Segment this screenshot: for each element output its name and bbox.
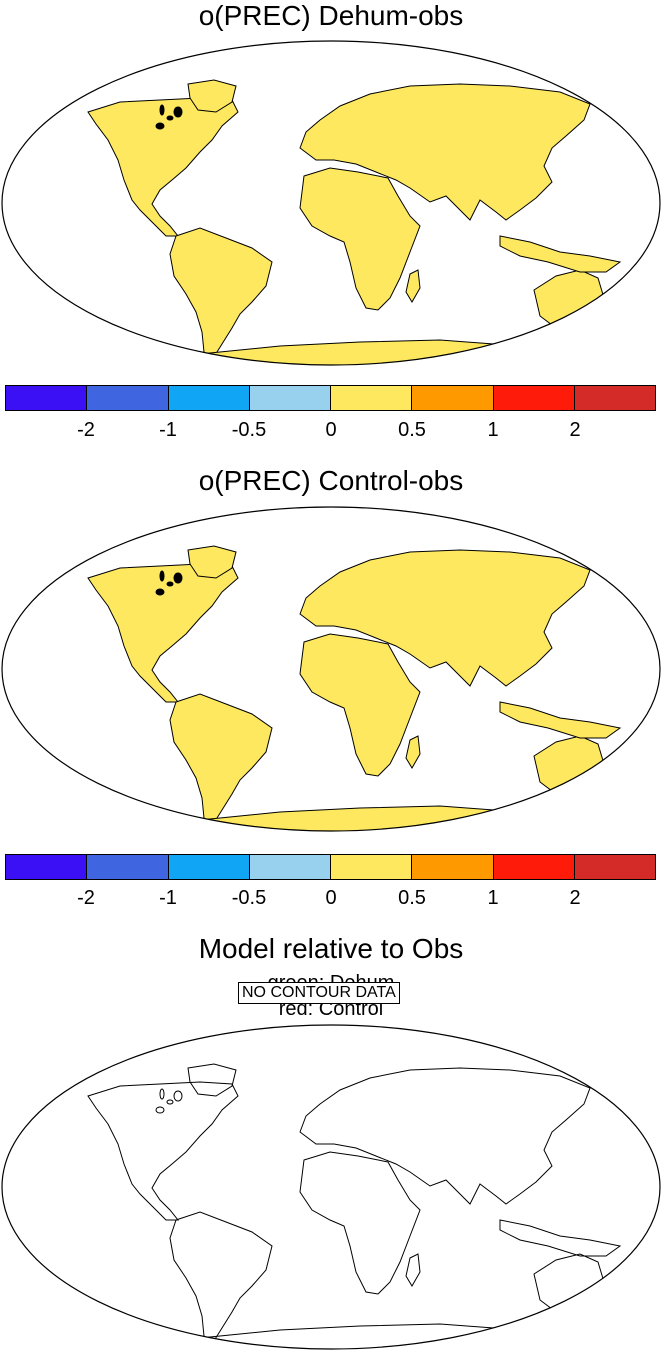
colorbar-tick-label: -2: [77, 419, 95, 441]
antarctica-landmass: [128, 1323, 562, 1349]
north-america-landmass: [87, 563, 239, 703]
indonesia-landmass: [499, 235, 622, 273]
lake-outline: [155, 122, 165, 130]
map-border: [1, 40, 661, 366]
panel3-map: [1, 1024, 661, 1350]
lake-outline: [173, 1090, 183, 1102]
colorbar-tick-label: -1: [159, 887, 177, 909]
eurasia-landmass: [299, 549, 591, 687]
lake-outline: [155, 1106, 165, 1114]
colorbar-tick-label: 0: [325, 419, 337, 441]
colorbar-swatch: [87, 855, 169, 879]
panel2-title: o(PREC) Control-obs: [198, 465, 464, 496]
colorbar-swatch: [574, 386, 655, 410]
madagascar-landmass: [405, 1253, 421, 1287]
colorbar-tick-label: -0.5: [231, 419, 267, 441]
eurasia-landmass: [299, 1067, 591, 1205]
colorbar-tick-label: -2: [77, 887, 95, 909]
lake-outline: [173, 572, 183, 584]
colorbar-swatch: [249, 386, 331, 410]
colorbar-swatch: [6, 386, 88, 410]
lake-outline: [159, 1088, 165, 1100]
colorbar-tick-label: 0: [325, 887, 337, 909]
lake-outline: [173, 106, 183, 118]
north-america-landmass: [87, 1081, 239, 1221]
panel1-map: [1, 40, 661, 366]
eurasia-landmass: [299, 83, 591, 221]
colorbar-swatch: [493, 855, 575, 879]
panel1-colorbar: [5, 385, 656, 411]
colorbar-swatch: [412, 855, 494, 879]
africa-landmass: [299, 633, 421, 777]
panel1-colorbar-labels: -2 -1 -0.5 0 0.5 1 2: [5, 418, 656, 442]
greenland-landmass: [187, 79, 237, 113]
africa-landmass: [299, 1151, 421, 1295]
south-america-landmass: [169, 227, 273, 361]
colorbar-swatch: [493, 386, 575, 410]
panel3-title: Model relative to Obs: [198, 933, 464, 964]
lake-outline: [166, 581, 174, 587]
colorbar-tick-label: 0.5: [398, 887, 426, 909]
antarctica-landmass: [128, 339, 562, 365]
colorbar-tick-label: 2: [569, 419, 581, 441]
colorbar-swatch: [331, 855, 413, 879]
colorbar-swatch: [6, 855, 88, 879]
indonesia-landmass: [499, 1219, 622, 1257]
lake-outline: [155, 588, 165, 596]
colorbar-swatch: [87, 386, 169, 410]
north-america-landmass: [87, 97, 239, 237]
colorbar-tick-label: -0.5: [231, 887, 267, 909]
colorbar-tick-label: 1: [487, 419, 499, 441]
lake-outline: [166, 1099, 174, 1105]
map-border: [1, 506, 661, 832]
no-contour-data-label: NO CONTOUR DATA: [238, 982, 400, 1004]
lake-outline: [159, 104, 165, 116]
indonesia-landmass: [499, 701, 622, 739]
colorbar-tick-label: -1: [159, 419, 177, 441]
africa-landmass: [299, 167, 421, 311]
colorbar-swatch: [331, 386, 413, 410]
map-border: [1, 1024, 661, 1350]
panel2-colorbar: [5, 854, 656, 880]
colorbar-tick-label: 1: [487, 887, 499, 909]
madagascar-landmass: [405, 269, 421, 303]
colorbar-swatch: [168, 386, 250, 410]
panel2-colorbar-labels: -2 -1 -0.5 0 0.5 1 2: [5, 886, 656, 910]
madagascar-landmass: [405, 735, 421, 769]
colorbar-swatch: [412, 386, 494, 410]
lake-outline: [159, 570, 165, 582]
colorbar-swatch: [249, 855, 331, 879]
south-america-landmass: [169, 1211, 273, 1345]
colorbar-tick-label: 0.5: [398, 419, 426, 441]
lake-outline: [166, 115, 174, 121]
antarctica-landmass: [128, 805, 562, 831]
panel2-map: [1, 506, 661, 832]
colorbar-swatch: [574, 855, 655, 879]
greenland-landmass: [187, 1063, 237, 1097]
south-america-landmass: [169, 693, 273, 827]
panel1-title: o(PREC) Dehum-obs: [198, 0, 464, 31]
greenland-landmass: [187, 545, 237, 579]
colorbar-tick-label: 2: [569, 887, 581, 909]
colorbar-swatch: [168, 855, 250, 879]
